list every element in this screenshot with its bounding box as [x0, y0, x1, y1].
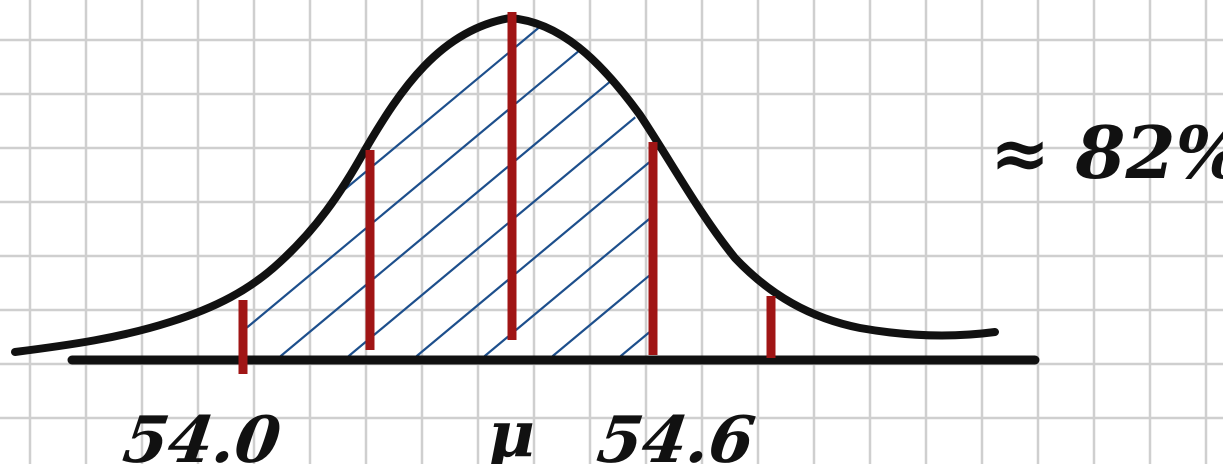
area-result-label: ≈ 82% [990, 110, 1223, 195]
hatch-line [0, 10, 220, 360]
hatch-line [240, 18, 357, 360]
mean-label: μ [488, 397, 535, 464]
hatch-line [275, 18, 650, 360]
interval-markers [238, 12, 776, 374]
bell-curve [11, 14, 999, 356]
hatch-line [547, 18, 650, 360]
hatch-line [343, 18, 650, 360]
hatch-line [240, 18, 561, 360]
hatch-line [479, 18, 650, 360]
hatch-line [411, 18, 650, 360]
upper-bound-label: 54.6 [593, 403, 759, 464]
hatch-line [240, 18, 629, 360]
hatch-line [615, 18, 650, 360]
lower-bound-label: 54.0 [119, 403, 286, 464]
